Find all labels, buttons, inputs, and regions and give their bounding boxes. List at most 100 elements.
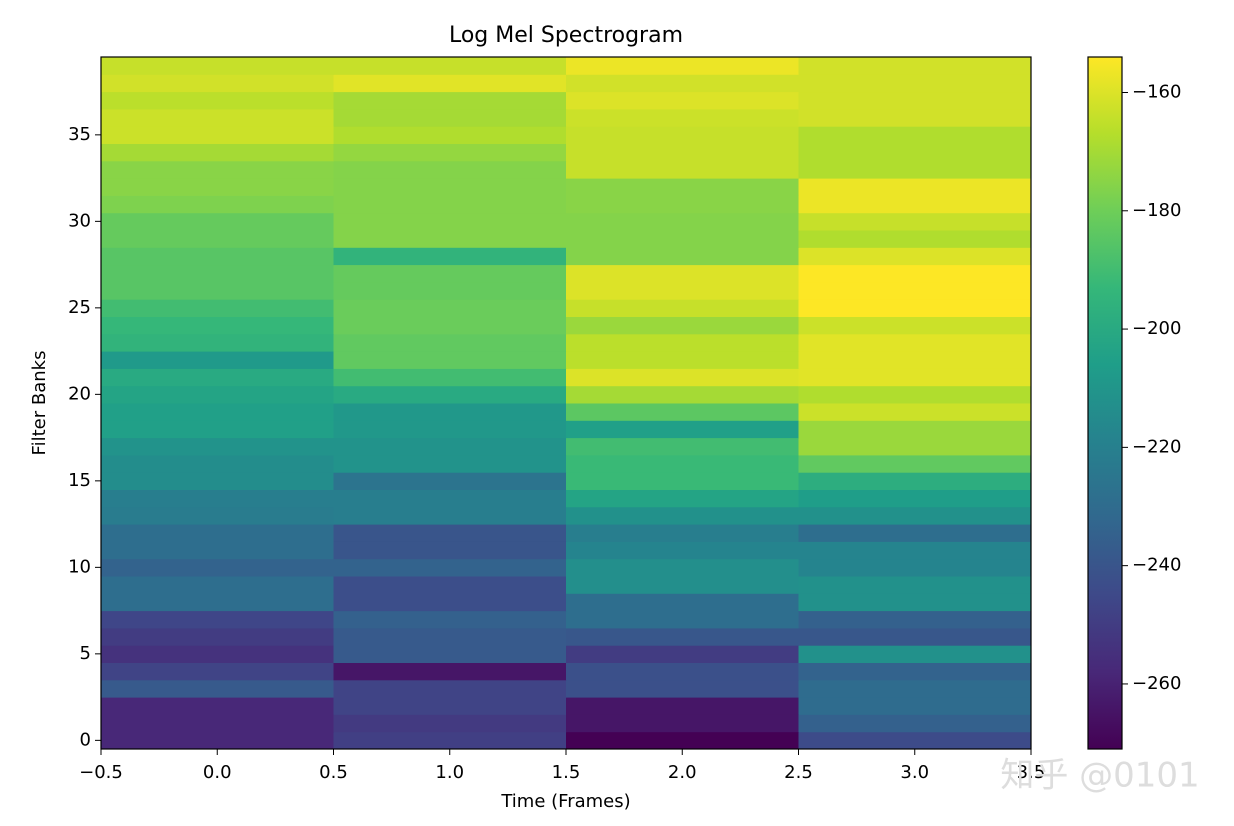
heat-cell (101, 126, 334, 144)
heat-cell (566, 351, 799, 369)
heat-cell (333, 160, 567, 179)
x-tick-label: 0.5 (319, 762, 348, 783)
heat-cell (333, 524, 567, 542)
heat-cell (798, 108, 1032, 127)
heat-cell (566, 576, 799, 594)
heat-cell (798, 506, 1032, 525)
heat-cell (101, 541, 334, 560)
heat-cell (101, 576, 334, 594)
y-tick-label: 20 (68, 383, 91, 404)
heat-cell (566, 91, 799, 110)
heat-cell (333, 627, 567, 646)
heat-cell (798, 230, 1032, 248)
heat-cell (798, 610, 1032, 629)
heat-cell (566, 264, 799, 283)
colorbar-tick-label: −220 (1132, 436, 1181, 457)
heat-cell (798, 662, 1032, 681)
heat-cell (101, 264, 334, 283)
heat-cell (798, 489, 1032, 508)
heat-cell (101, 506, 334, 525)
heat-cell (101, 281, 334, 300)
colorbar (1087, 56, 1123, 750)
x-tick-label: 0.0 (203, 762, 232, 783)
heat-cell (101, 472, 334, 490)
heat-cell (333, 697, 567, 715)
colorbar-tick-label: −260 (1132, 673, 1181, 694)
heat-cell (101, 403, 334, 421)
heat-cell (101, 195, 334, 214)
heat-cell (333, 212, 567, 231)
heat-cell (101, 593, 334, 612)
heat-cell (101, 178, 334, 196)
y-axis-label: Filter Banks (29, 351, 50, 456)
heat-cell (333, 576, 567, 594)
heat-cell (798, 731, 1032, 750)
x-axis-label: Time (Frames) (500, 791, 630, 812)
heat-cell (566, 281, 799, 300)
heat-cell (333, 230, 567, 248)
heat-cell (333, 299, 567, 317)
heat-cell (101, 454, 334, 473)
chart-title: Log Mel Spectrogram (449, 23, 683, 48)
heat-cell (333, 74, 567, 93)
heat-cell (798, 524, 1032, 542)
heat-cell (333, 454, 567, 473)
heat-cell (333, 385, 567, 404)
heat-cell (798, 212, 1032, 231)
heat-cell (333, 281, 567, 300)
heat-cell (566, 316, 799, 335)
heat-cell (566, 472, 799, 490)
heat-cell (333, 558, 567, 577)
heat-cell (798, 627, 1032, 646)
heat-cell (566, 299, 799, 317)
x-tick-label: 1.5 (552, 762, 581, 783)
x-tick-label: 3.0 (900, 762, 929, 783)
heat-cell (798, 299, 1032, 317)
y-tick-label: 30 (68, 210, 91, 231)
heat-cell (101, 489, 334, 508)
heat-cell (798, 247, 1032, 266)
heat-cell (333, 403, 567, 421)
x-tick-label: 3.5 (1017, 762, 1046, 783)
heat-cell (566, 57, 799, 75)
heat-cell (101, 108, 334, 127)
heat-cell (101, 368, 334, 387)
heat-cell (798, 403, 1032, 421)
colorbar-tick-label: −160 (1132, 81, 1181, 102)
heat-cell (333, 91, 567, 110)
watermark: 知乎 @0101 (1000, 756, 1199, 796)
heat-cell (333, 714, 567, 733)
heat-cell (333, 264, 567, 283)
heat-cell (566, 454, 799, 473)
heat-cell (101, 160, 334, 179)
heat-cell (333, 247, 567, 266)
heat-cell (333, 679, 567, 698)
heat-cell (566, 489, 799, 508)
heat-cell (566, 731, 799, 750)
heat-cell (333, 506, 567, 525)
heat-cell (101, 437, 334, 456)
heat-cell (333, 662, 567, 681)
heat-cell (566, 558, 799, 577)
heat-cell (798, 333, 1032, 352)
heat-cell (798, 645, 1032, 663)
heat-cell (798, 697, 1032, 715)
heat-cell (566, 333, 799, 352)
heat-cell (566, 126, 799, 144)
heat-cell (566, 524, 799, 542)
heat-cell (333, 420, 567, 439)
heat-cell (101, 420, 334, 439)
heat-cell (798, 593, 1032, 612)
heat-cell (333, 57, 567, 75)
heat-cell (333, 593, 567, 612)
x-tick-label: −0.5 (79, 762, 123, 783)
heat-cell (101, 74, 334, 93)
heat-cell (566, 230, 799, 248)
heat-cell (333, 108, 567, 127)
heat-cell (798, 264, 1032, 283)
y-tick-label: 5 (80, 643, 91, 664)
y-tick-label: 25 (68, 297, 91, 318)
heat-cell (333, 731, 567, 750)
heat-cell (798, 576, 1032, 594)
